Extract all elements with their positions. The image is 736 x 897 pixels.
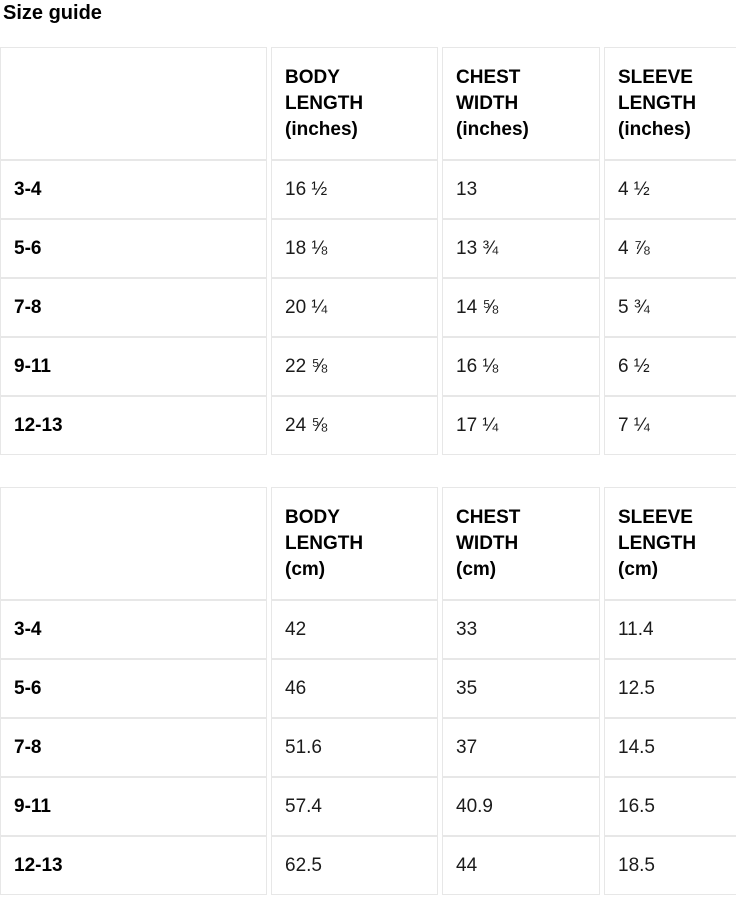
- table-row: 12-13 62.5 44 18.5: [0, 836, 736, 895]
- cell-body-length: 57.4: [271, 777, 438, 836]
- cell-sleeve-length: 6 ½: [604, 337, 736, 396]
- cell-chest-width: 37: [442, 718, 600, 777]
- header-empty: [0, 47, 267, 160]
- cell-chest-width: 35: [442, 659, 600, 718]
- header-sleeve-length-cm: SLEEVE LENGTH (cm): [604, 487, 736, 600]
- table-row: 7-8 20 ¼ 14 ⅝ 5 ¾: [0, 278, 736, 337]
- header-sleeve-length-inches: SLEEVE LENGTH (inches): [604, 47, 736, 160]
- cell-body-length: 20 ¼: [271, 278, 438, 337]
- cell-sleeve-length: 16.5: [604, 777, 736, 836]
- cell-sleeve-length: 5 ¾: [604, 278, 736, 337]
- header-empty: [0, 487, 267, 600]
- cell-body-length: 16 ½: [271, 160, 438, 219]
- row-label: 3-4: [0, 600, 267, 659]
- header-body-length-cm: BODY LENGTH (cm): [271, 487, 438, 600]
- header-chest-width-cm: CHEST WIDTH (cm): [442, 487, 600, 600]
- cell-body-length: 51.6: [271, 718, 438, 777]
- cell-chest-width: 13 ¾: [442, 219, 600, 278]
- cell-sleeve-length: 7 ¼: [604, 396, 736, 455]
- cell-chest-width: 13: [442, 160, 600, 219]
- cell-body-length: 42: [271, 600, 438, 659]
- row-label: 9-11: [0, 337, 267, 396]
- cell-body-length: 22 ⅝: [271, 337, 438, 396]
- size-table-cm: BODY LENGTH (cm) CHEST WIDTH (cm) SLEEVE…: [0, 487, 736, 895]
- table-row: 9-11 57.4 40.9 16.5: [0, 777, 736, 836]
- cell-chest-width: 33: [442, 600, 600, 659]
- cell-chest-width: 14 ⅝: [442, 278, 600, 337]
- cell-body-length: 24 ⅝: [271, 396, 438, 455]
- table-row: 7-8 51.6 37 14.5: [0, 718, 736, 777]
- cell-sleeve-length: 18.5: [604, 836, 736, 895]
- header-chest-width-inches: CHEST WIDTH (inches): [442, 47, 600, 160]
- header-row: BODY LENGTH (inches) CHEST WIDTH (inches…: [0, 47, 736, 160]
- cell-sleeve-length: 11.4: [604, 600, 736, 659]
- table-row: 5-6 18 ⅛ 13 ¾ 4 ⅞: [0, 219, 736, 278]
- row-label: 7-8: [0, 718, 267, 777]
- cell-sleeve-length: 4 ⅞: [604, 219, 736, 278]
- table-row: 3-4 16 ½ 13 4 ½: [0, 160, 736, 219]
- row-label: 9-11: [0, 777, 267, 836]
- row-label: 3-4: [0, 160, 267, 219]
- row-label: 5-6: [0, 219, 267, 278]
- cell-body-length: 62.5: [271, 836, 438, 895]
- cell-body-length: 46: [271, 659, 438, 718]
- cell-chest-width: 16 ⅛: [442, 337, 600, 396]
- header-body-length-inches: BODY LENGTH (inches): [271, 47, 438, 160]
- table-row: 12-13 24 ⅝ 17 ¼ 7 ¼: [0, 396, 736, 455]
- row-label: 7-8: [0, 278, 267, 337]
- row-label: 12-13: [0, 396, 267, 455]
- cell-chest-width: 17 ¼: [442, 396, 600, 455]
- header-row: BODY LENGTH (cm) CHEST WIDTH (cm) SLEEVE…: [0, 487, 736, 600]
- size-table-inches: BODY LENGTH (inches) CHEST WIDTH (inches…: [0, 47, 736, 455]
- cell-body-length: 18 ⅛: [271, 219, 438, 278]
- cell-chest-width: 44: [442, 836, 600, 895]
- cell-chest-width: 40.9: [442, 777, 600, 836]
- cell-sleeve-length: 14.5: [604, 718, 736, 777]
- table-row: 3-4 42 33 11.4: [0, 600, 736, 659]
- table-row: 9-11 22 ⅝ 16 ⅛ 6 ½: [0, 337, 736, 396]
- size-guide-title: Size guide: [3, 2, 102, 24]
- cell-sleeve-length: 12.5: [604, 659, 736, 718]
- table-row: 5-6 46 35 12.5: [0, 659, 736, 718]
- row-label: 5-6: [0, 659, 267, 718]
- cell-sleeve-length: 4 ½: [604, 160, 736, 219]
- row-label: 12-13: [0, 836, 267, 895]
